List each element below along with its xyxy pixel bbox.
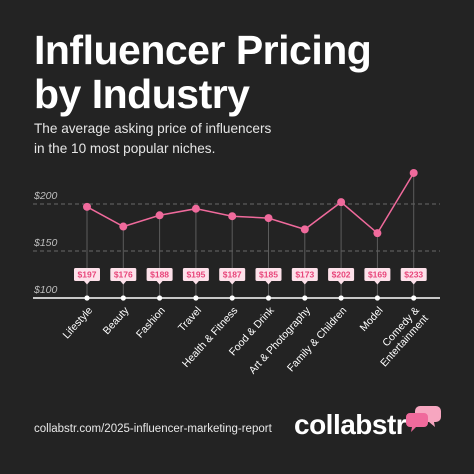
data-label-pointer (374, 281, 381, 285)
data-label: $176 (114, 270, 133, 280)
svg-text:Travel: Travel (176, 305, 204, 334)
data-label-badge (400, 268, 427, 281)
data-label-pointer (265, 281, 272, 285)
data-label-pointer (156, 281, 163, 285)
svg-text:Model: Model (358, 305, 386, 334)
data-label: $202 (332, 270, 351, 280)
subtitle-line1: The average asking price of influencers (34, 121, 272, 136)
data-label-badge (364, 268, 391, 281)
data-point (83, 202, 91, 211)
chat-bubbles-icon (406, 406, 441, 432)
data-point (409, 168, 418, 177)
x-tick-marker (84, 295, 90, 301)
data-point (155, 211, 164, 220)
x-tick-marker (120, 295, 126, 301)
y-tick-label: $100 (33, 284, 58, 296)
data-point (373, 229, 382, 238)
x-tick-label: Travel (176, 305, 204, 334)
data-label-badge (219, 268, 246, 281)
svg-text:Art & Photography: Art & Photography (247, 304, 314, 376)
x-tick-marker (302, 295, 308, 301)
data-point (264, 214, 273, 223)
x-tick-label: Art & Photography (247, 304, 314, 376)
data-label: $169 (368, 270, 387, 280)
subtitle-line2: in the 10 most popular niches. (34, 141, 216, 156)
chart-title-line2: by Industry (34, 71, 250, 117)
data-label-badge (74, 268, 100, 281)
svg-text:Beauty: Beauty (101, 304, 132, 337)
data-label: $195 (186, 270, 205, 280)
data-label-badge (182, 268, 209, 281)
x-tick-marker (374, 295, 380, 301)
x-tick-label: Lifestyle (61, 305, 96, 342)
x-tick-marker (229, 295, 235, 301)
x-tick-marker (265, 295, 272, 301)
x-tick-marker (338, 295, 344, 301)
svg-text:Fashion: Fashion (134, 305, 168, 341)
svg-text:Lifestyle: Lifestyle (61, 305, 96, 342)
data-label: $187 (223, 270, 242, 280)
data-label: $188 (150, 270, 169, 280)
x-tick-marker (157, 295, 163, 301)
data-label: $185 (259, 270, 278, 280)
data-point (337, 198, 346, 207)
data-label-pointer (229, 281, 236, 285)
chart-title-line1: Influencer Pricing (34, 27, 372, 73)
data-point (119, 222, 128, 231)
chart-title: Influencer Pricing by Industry (34, 28, 454, 116)
chart-subtitle: The average asking price of influencers i… (34, 119, 334, 159)
x-tick-label: Fashion (134, 305, 168, 341)
data-label-badge (328, 268, 355, 281)
data-label: $233 (404, 270, 423, 280)
y-tick-label: $200 (33, 190, 58, 202)
y-tick-label: $150 (33, 237, 58, 249)
data-label-pointer (410, 281, 417, 285)
data-label-badge (291, 268, 318, 281)
data-label-pointer (301, 281, 308, 285)
data-label-pointer (84, 281, 90, 285)
data-point (300, 225, 309, 234)
report-url: collabstr.com/2025-influencer-marketing-… (34, 423, 272, 435)
data-label-pointer (192, 281, 199, 285)
data-point (191, 204, 200, 213)
series-line (86, 172, 415, 235)
brand-logo-text: collabstr (294, 409, 407, 440)
x-tick-marker (411, 295, 417, 301)
data-label-badge (255, 268, 282, 281)
data-label-pointer (120, 281, 127, 285)
x-tick-label: Model (358, 305, 386, 334)
data-label: $197 (78, 270, 97, 280)
data-point (228, 212, 237, 221)
data-label: $173 (295, 270, 314, 280)
data-label-badge (110, 268, 137, 281)
x-tick-label: Beauty (101, 304, 132, 337)
x-tick-marker (193, 295, 199, 301)
data-label-pointer (338, 281, 345, 285)
data-label-badge (146, 268, 173, 281)
